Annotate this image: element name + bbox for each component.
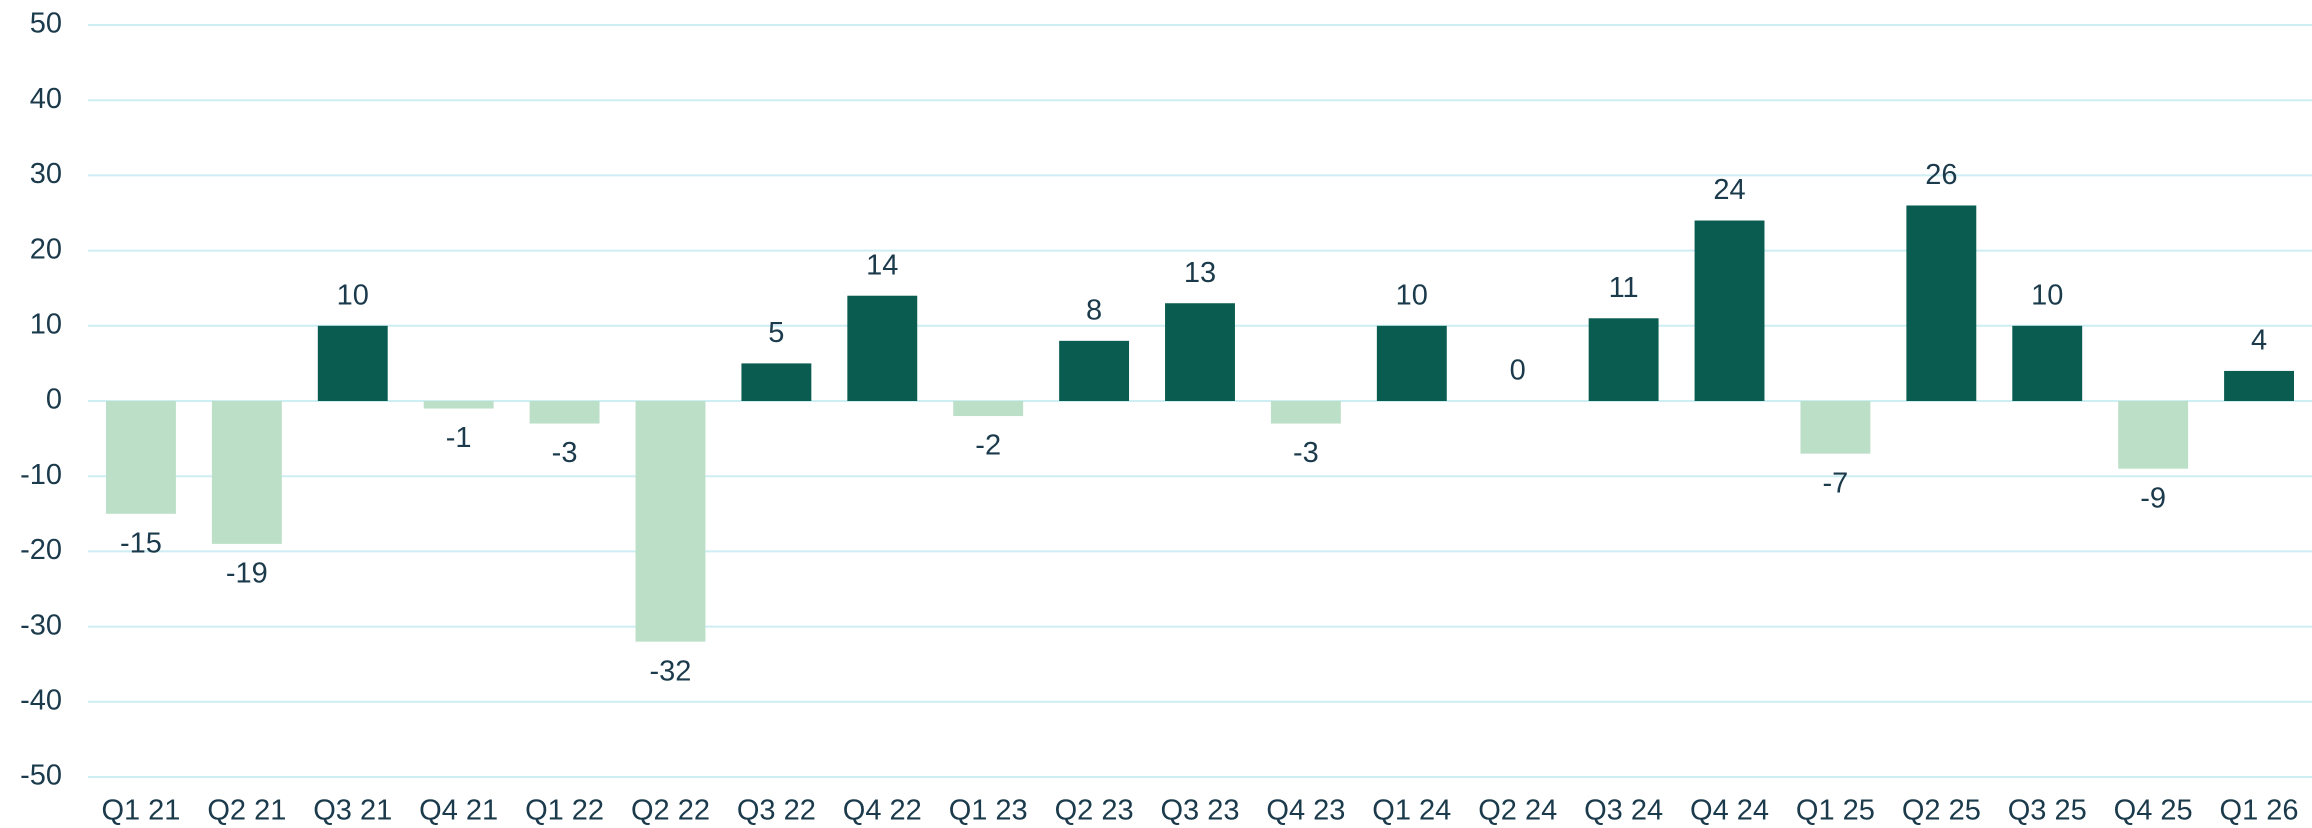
- value-label: 11: [1609, 272, 1639, 304]
- bar: [635, 401, 706, 642]
- value-label: -15: [120, 527, 162, 559]
- x-tick-label: Q4 21: [419, 795, 498, 827]
- bar: [1165, 303, 1235, 401]
- x-tick-label: Q4 22: [843, 795, 922, 827]
- value-label: 8: [1086, 294, 1102, 326]
- value-label: -3: [1293, 437, 1319, 469]
- value-label: -2: [975, 430, 1001, 462]
- value-label: 10: [1396, 279, 1428, 311]
- bar: [2012, 325, 2083, 401]
- value-label: 5: [768, 317, 784, 349]
- y-tick-label: -40: [20, 684, 62, 716]
- bar: [1270, 401, 1341, 424]
- bar: [1376, 325, 1447, 401]
- value-label: -19: [226, 558, 268, 590]
- x-tick-label: Q2 23: [1055, 795, 1134, 827]
- bar: [1694, 220, 1765, 401]
- bar: [529, 401, 600, 424]
- x-tick-label: Q2 22: [631, 795, 710, 827]
- x-tick-label: Q1 26: [2220, 795, 2299, 827]
- x-tick-label: Q4 24: [1690, 795, 1769, 827]
- y-tick-label: 50: [30, 8, 62, 40]
- x-tick-label: Q1 25: [1796, 795, 1875, 827]
- x-tick-label: Q4 23: [1266, 795, 1345, 827]
- x-tick-label: Q2 25: [1902, 795, 1981, 827]
- bar: [1800, 401, 1871, 454]
- bar: [423, 401, 494, 409]
- value-label: 4: [2251, 325, 2267, 357]
- value-label: 0: [1510, 355, 1526, 387]
- value-label: 24: [1713, 174, 1745, 206]
- x-tick-label: Q1 23: [949, 795, 1028, 827]
- y-tick-label: 0: [46, 384, 62, 416]
- x-tick-label: Q3 25: [2008, 795, 2087, 827]
- x-tick-label: Q1 22: [525, 795, 604, 827]
- value-label: 14: [866, 249, 898, 281]
- bar: [953, 401, 1024, 417]
- y-tick-label: 40: [30, 83, 62, 115]
- x-tick-label: Q1 24: [1372, 795, 1451, 827]
- y-tick-label: -50: [20, 760, 62, 792]
- y-tick-label: 30: [30, 158, 62, 190]
- bar: [1588, 318, 1659, 401]
- y-tick-label: 20: [30, 233, 62, 265]
- x-tick-label: Q3 24: [1584, 795, 1663, 827]
- value-label: -1: [446, 422, 472, 454]
- value-label: 10: [337, 279, 369, 311]
- x-tick-label: Q4 25: [2114, 795, 2193, 827]
- value-label: -32: [650, 655, 692, 687]
- value-label: -9: [2140, 482, 2166, 514]
- x-tick-label: Q1 21: [101, 795, 180, 827]
- bar: [211, 401, 282, 544]
- x-tick-label: Q3 22: [737, 795, 816, 827]
- bar: [2224, 370, 2294, 401]
- value-label: 26: [1925, 159, 1957, 191]
- y-tick-label: 10: [30, 308, 62, 340]
- y-tick-label: -20: [20, 534, 62, 566]
- y-tick-label: -10: [20, 459, 62, 491]
- value-label: -3: [552, 437, 578, 469]
- value-label: -7: [1823, 467, 1849, 499]
- x-tick-label: Q3 21: [313, 795, 392, 827]
- bar: [1906, 205, 1977, 401]
- x-tick-label: Q3 23: [1161, 795, 1240, 827]
- bar: [741, 363, 812, 401]
- bar: [317, 325, 388, 401]
- bar: [2118, 401, 2189, 469]
- x-tick-label: Q2 24: [1478, 795, 1557, 827]
- y-tick-label: -30: [20, 609, 62, 641]
- value-label: 13: [1184, 257, 1216, 289]
- bar: [847, 295, 918, 401]
- value-label: 10: [2031, 279, 2063, 311]
- x-tick-label: Q2 21: [207, 795, 286, 827]
- bar: [106, 401, 176, 514]
- bar: [1059, 340, 1130, 401]
